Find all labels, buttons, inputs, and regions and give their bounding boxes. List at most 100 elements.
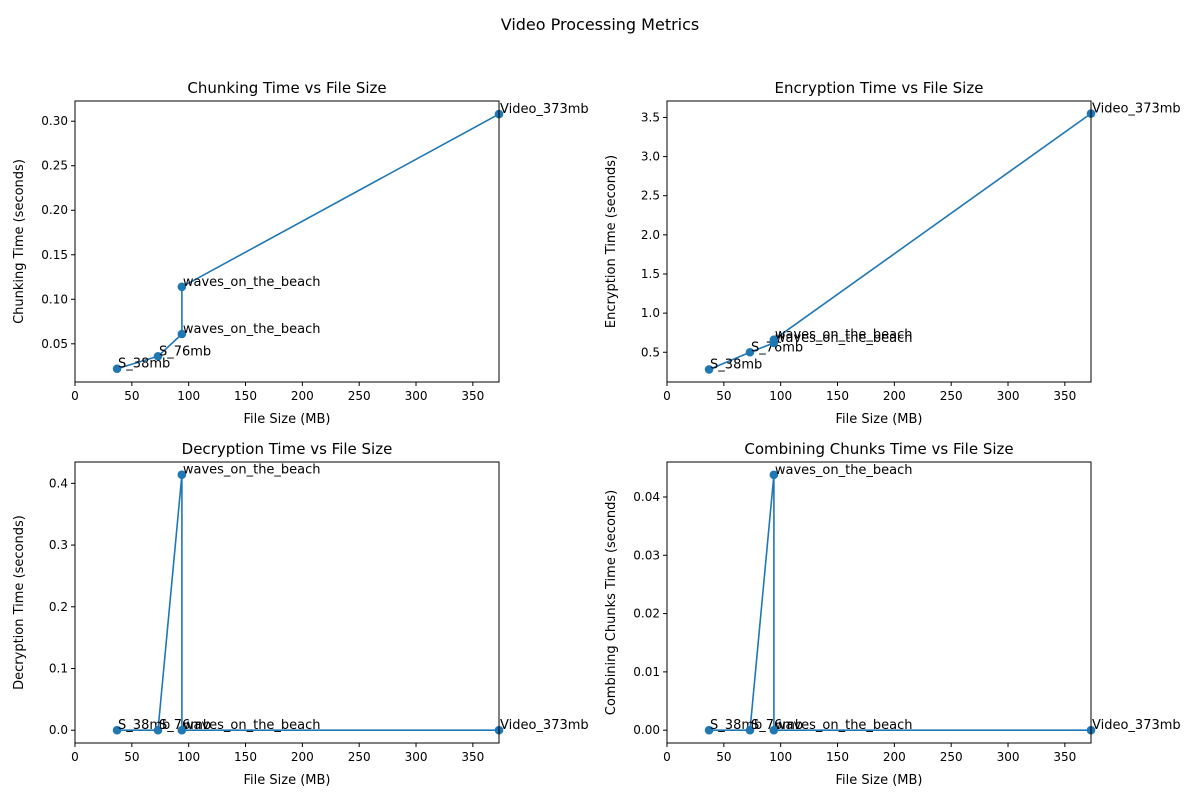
point-label: waves_on_the_beach bbox=[183, 322, 321, 337]
point-label: S_76mb bbox=[159, 718, 211, 733]
y-tick-label: 0.2 bbox=[49, 600, 68, 614]
y-tick-label: 2.0 bbox=[641, 228, 660, 242]
x-tick-label: 350 bbox=[1053, 389, 1076, 403]
data-point bbox=[769, 335, 779, 345]
data-point bbox=[704, 365, 714, 374]
x-tick-label: 50 bbox=[124, 750, 139, 764]
x-tick-label: 50 bbox=[716, 750, 731, 764]
x-tick-label: 100 bbox=[769, 389, 792, 403]
y-tick-label: 0.03 bbox=[633, 548, 660, 562]
chart-title: Decryption Time vs File Size bbox=[182, 440, 393, 458]
data-point bbox=[769, 470, 779, 480]
point-label: Video_373mb bbox=[1092, 718, 1181, 733]
point-label: waves_on_the_beach bbox=[775, 328, 913, 343]
x-tick-label: 300 bbox=[405, 389, 428, 403]
y-tick-label: 0.0 bbox=[49, 723, 68, 737]
chart-title: Encryption Time vs File Size bbox=[775, 79, 984, 97]
x-tick-label: 50 bbox=[124, 389, 139, 403]
x-tick-label: 300 bbox=[997, 750, 1020, 764]
point-label: S_76mb bbox=[751, 340, 803, 355]
y-tick-label: 0.20 bbox=[41, 203, 68, 217]
x-tick-label: 0 bbox=[71, 750, 79, 764]
y-axis-label: Chunking Time (seconds) bbox=[12, 159, 27, 324]
x-axis-label: File Size (MB) bbox=[244, 412, 331, 427]
y-tick-label: 0.00 bbox=[633, 723, 660, 737]
x-tick-label: 200 bbox=[291, 389, 314, 403]
data-point bbox=[745, 347, 755, 357]
y-tick-label: 0.1 bbox=[49, 662, 68, 676]
x-tick-label: 250 bbox=[940, 750, 963, 764]
x-tick-label: 100 bbox=[177, 750, 200, 764]
y-tick-label: 0.04 bbox=[633, 490, 660, 504]
y-tick-label: 1.0 bbox=[641, 306, 660, 320]
data-point bbox=[745, 725, 755, 735]
figure-suptitle: Video Processing Metrics bbox=[501, 15, 700, 34]
y-tick-label: 0.25 bbox=[41, 159, 68, 173]
data-point bbox=[112, 364, 122, 374]
x-axis-label: File Size (MB) bbox=[244, 773, 331, 788]
chart-title: Combining Chunks Time vs File Size bbox=[744, 440, 1013, 458]
x-tick-label: 0 bbox=[71, 389, 79, 403]
x-tick-label: 0 bbox=[663, 389, 671, 403]
chart-panel-2: Encryption Time vs File Size File Size (M… bbox=[604, 79, 1181, 427]
data-point bbox=[177, 725, 187, 735]
y-tick-label: 3.5 bbox=[641, 110, 660, 124]
x-tick-label: 250 bbox=[348, 389, 371, 403]
y-tick-label: 0.10 bbox=[41, 292, 68, 306]
y-tick-label: 0.5 bbox=[641, 345, 660, 359]
x-tick-label: 250 bbox=[940, 389, 963, 403]
plot-frame bbox=[74, 461, 500, 744]
data-point bbox=[769, 725, 779, 735]
x-tick-label: 300 bbox=[997, 389, 1020, 403]
x-tick-label: 250 bbox=[348, 750, 371, 764]
data-point bbox=[177, 282, 187, 292]
y-tick-label: 0.3 bbox=[49, 538, 68, 552]
point-label: waves_on_the_beach bbox=[183, 718, 321, 733]
data-point bbox=[704, 725, 714, 735]
y-tick-label: 0.4 bbox=[49, 476, 68, 490]
y-tick-label: 0.01 bbox=[633, 665, 660, 679]
y-tick-label: 0.02 bbox=[633, 607, 660, 621]
x-axis-label: File Size (MB) bbox=[836, 773, 923, 788]
point-label: Video_373mb bbox=[1092, 102, 1181, 117]
x-tick-label: 350 bbox=[461, 750, 484, 764]
point-label: waves_on_the_beach bbox=[775, 718, 913, 733]
x-tick-label: 150 bbox=[826, 389, 849, 403]
point-label: Video_373mb bbox=[500, 718, 589, 733]
y-axis-label: Combining Chunks Time (seconds) bbox=[604, 490, 619, 716]
plot-frame bbox=[74, 100, 500, 383]
point-label: S_38mb bbox=[710, 357, 762, 372]
point-label: waves_on_the_beach bbox=[775, 463, 913, 478]
y-tick-label: 3.0 bbox=[641, 150, 660, 164]
data-point bbox=[177, 470, 187, 480]
point-label: waves_on_the_beach bbox=[183, 275, 321, 290]
x-tick-label: 350 bbox=[1053, 750, 1076, 764]
x-tick-label: 50 bbox=[716, 389, 731, 403]
y-tick-label: 0.05 bbox=[41, 337, 68, 351]
x-tick-label: 100 bbox=[177, 389, 200, 403]
point-label: waves_on_the_beach bbox=[775, 331, 913, 346]
y-axis-label: Encryption Time (seconds) bbox=[604, 155, 619, 328]
chart-panel-4: Combining Chunks Time vs File Size File S… bbox=[604, 440, 1181, 788]
data-point bbox=[153, 351, 163, 361]
point-label: S_76mb bbox=[159, 344, 211, 359]
data-point bbox=[153, 725, 163, 735]
point-label: Video_373mb bbox=[500, 102, 589, 117]
x-tick-label: 350 bbox=[461, 389, 484, 403]
chart-panel-3: Decryption Time vs File Size File Size (M… bbox=[12, 440, 589, 788]
x-tick-label: 300 bbox=[405, 750, 428, 764]
x-tick-label: 200 bbox=[883, 750, 906, 764]
x-tick-label: 200 bbox=[291, 750, 314, 764]
chart-title: Chunking Time vs File Size bbox=[187, 79, 386, 97]
x-tick-label: 200 bbox=[883, 389, 906, 403]
chart-panel-1: Chunking Time vs File Size File Size (MB)… bbox=[12, 79, 589, 427]
x-tick-label: 150 bbox=[234, 750, 257, 764]
data-point bbox=[112, 725, 122, 735]
plot-frame bbox=[666, 461, 1092, 744]
x-tick-label: 0 bbox=[663, 750, 671, 764]
y-tick-label: 2.5 bbox=[641, 189, 660, 203]
point-label: S_76mb bbox=[751, 718, 803, 733]
y-tick-label: 1.5 bbox=[641, 267, 660, 281]
